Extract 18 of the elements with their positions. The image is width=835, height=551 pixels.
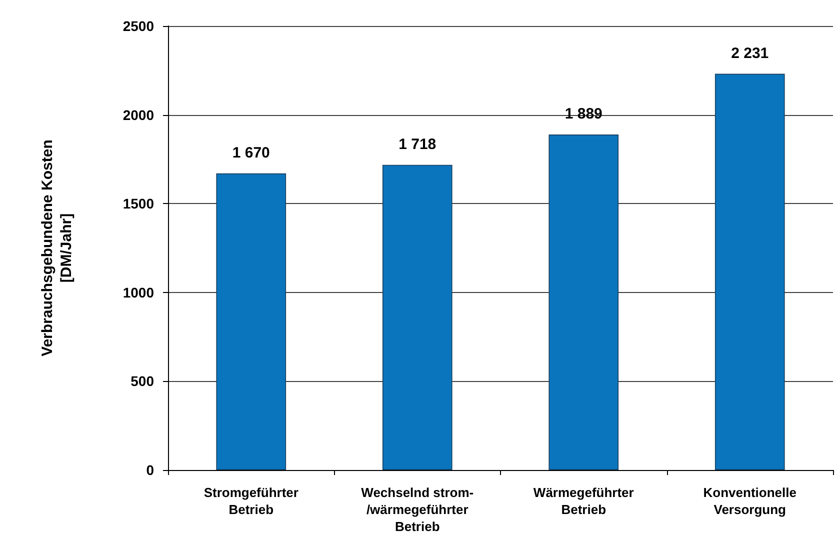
y-tick-label: 2500 [122, 18, 154, 34]
data-label: 1 670 [232, 144, 270, 162]
bar [714, 74, 785, 470]
y-axis-title: Verbrauchsgebundene Kosten [DM/Jahr] [39, 140, 75, 356]
data-label: 1 718 [398, 136, 436, 153]
data-label: 2 231 [731, 44, 769, 62]
x-tick-label: Wärmegeführter Betrieb [533, 485, 634, 517]
bar [382, 164, 452, 470]
y-tick-label: 500 [130, 373, 154, 390]
y-tick-label: 1000 [122, 284, 154, 300]
x-tick-label: Stromgeführter Betrieb [204, 485, 298, 517]
x-tick-label: Konventionelle Versorgung [703, 485, 796, 517]
y-tick-label: 1500 [122, 196, 154, 212]
y-tick-label: 2000 [122, 106, 154, 123]
bar [216, 173, 286, 470]
bar [548, 134, 619, 470]
y-tick-label: 0 [146, 462, 154, 478]
x-tick-label: Wechselnd strom- /wärmegeführter Betrieb [361, 485, 474, 534]
